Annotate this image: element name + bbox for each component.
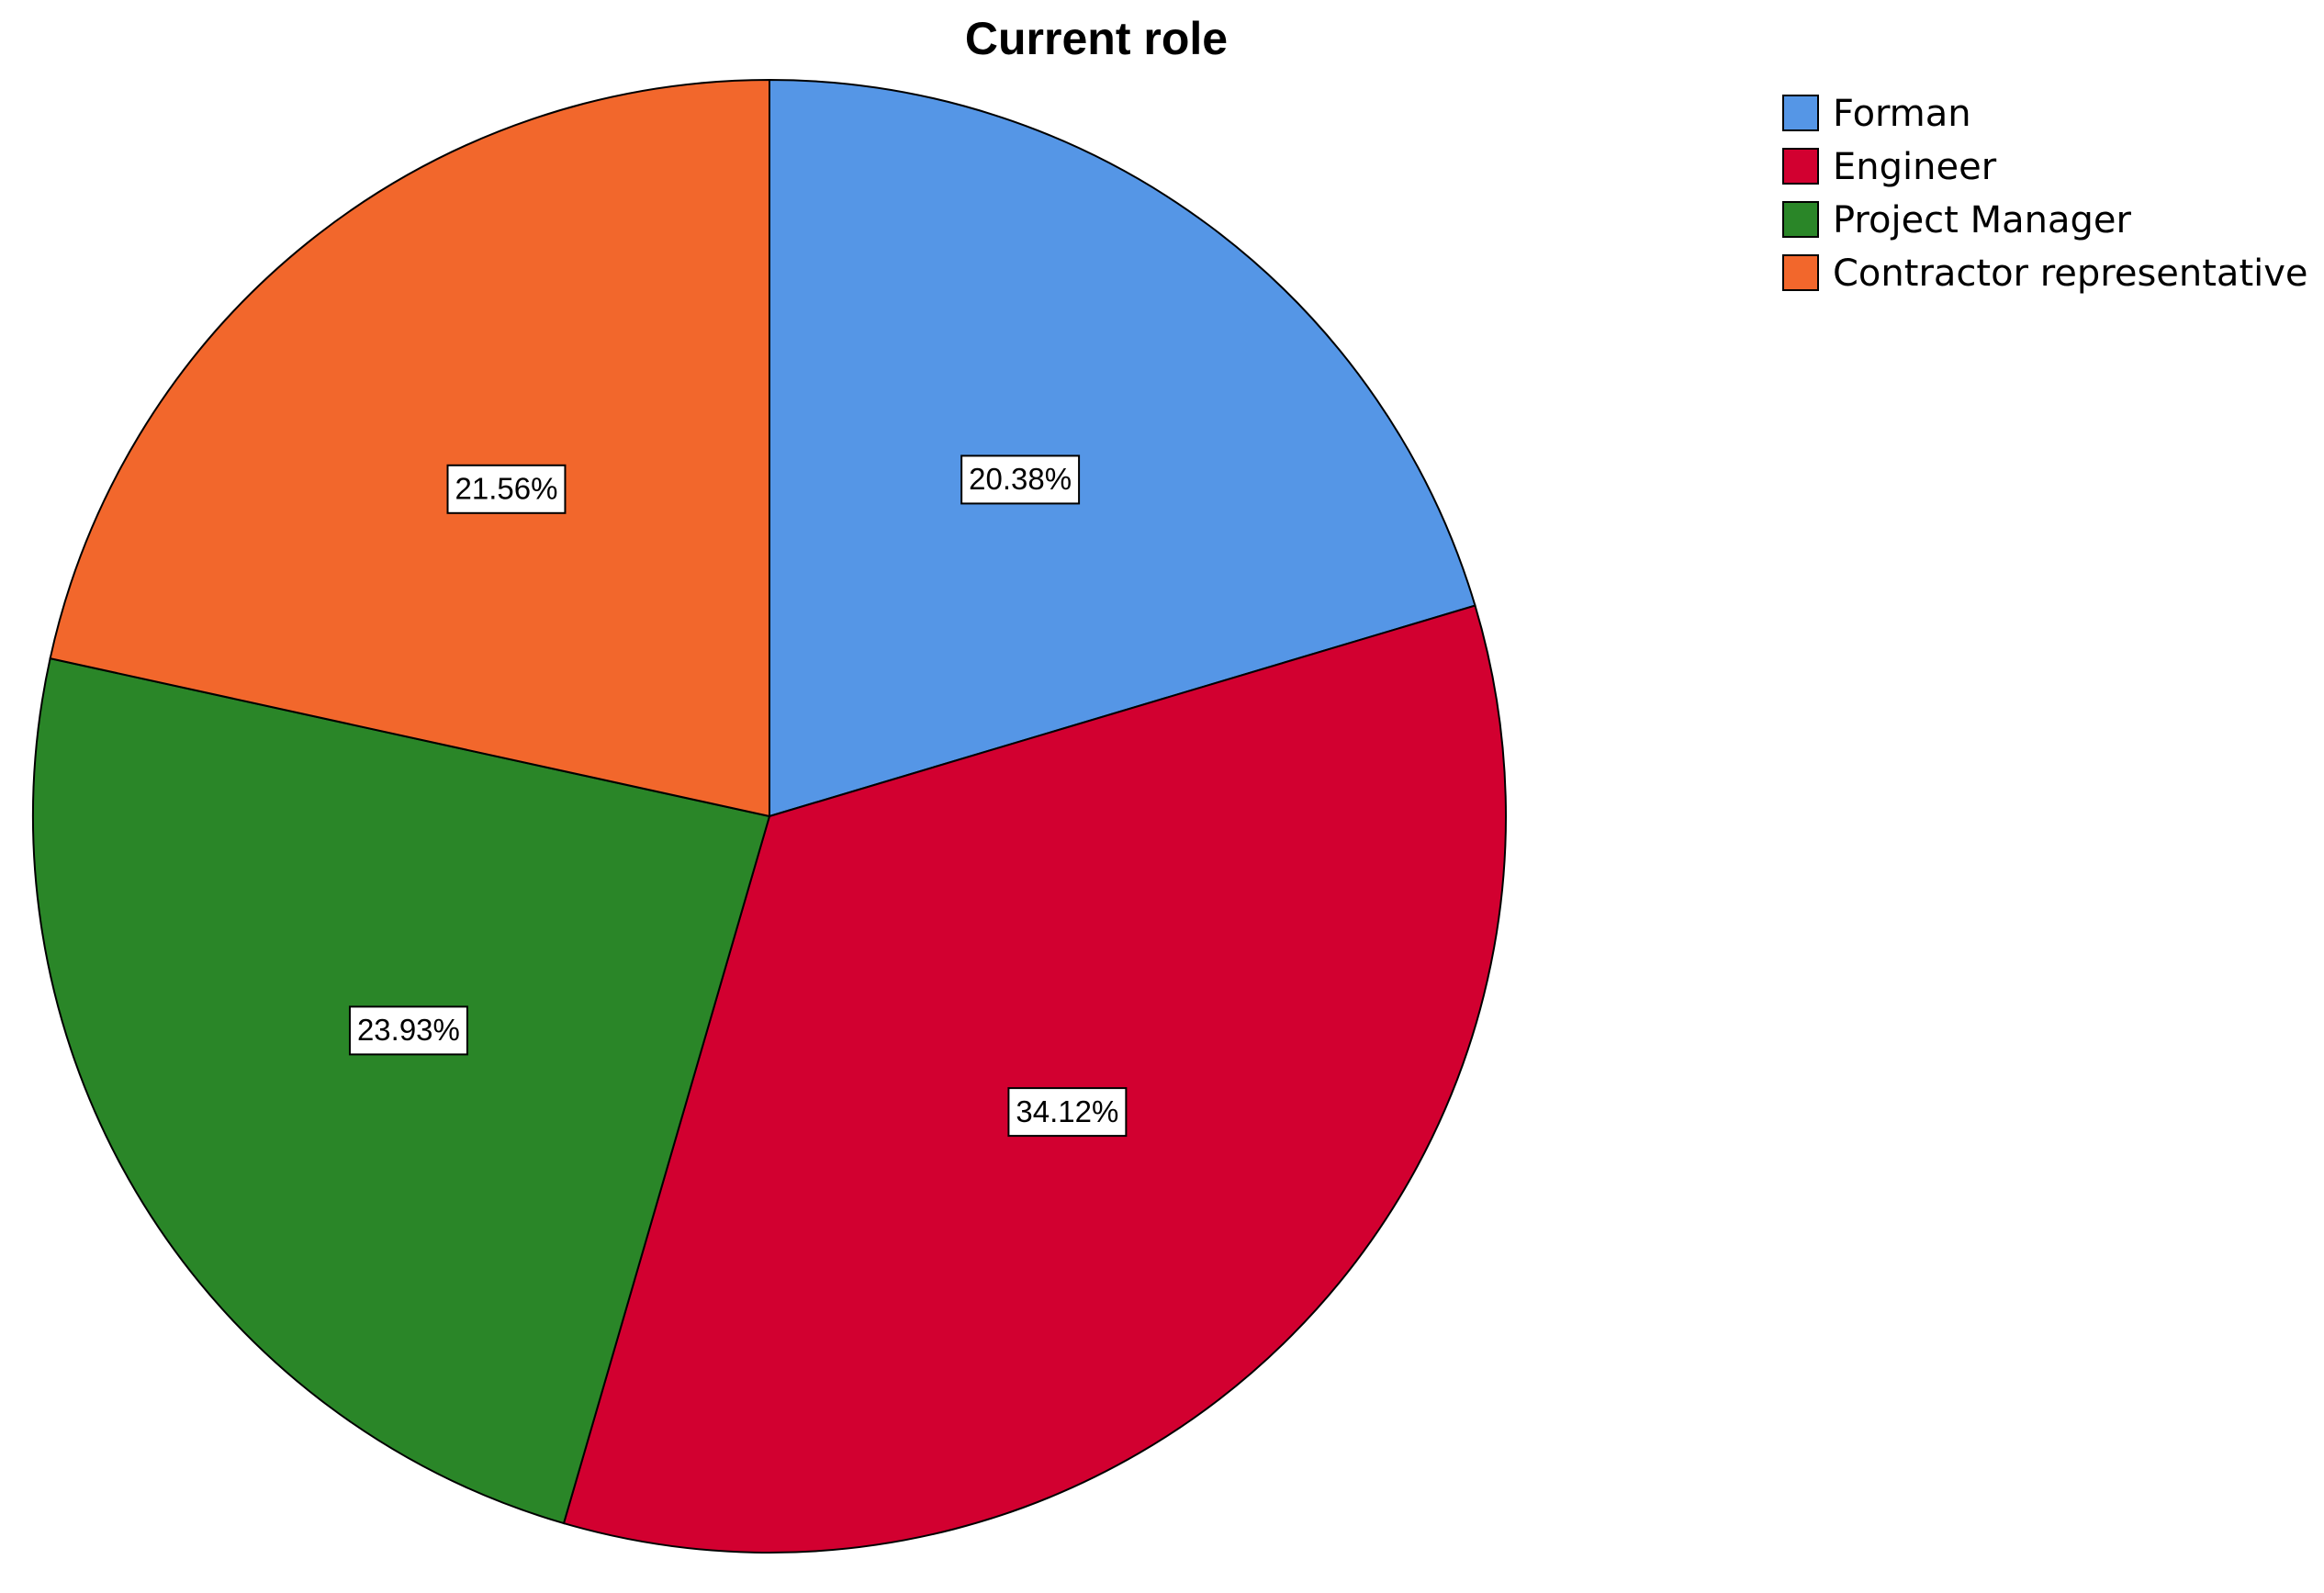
pie-slice bbox=[769, 78, 1476, 818]
legend-label: Engineer bbox=[1833, 146, 1997, 188]
value-label-box bbox=[960, 454, 1081, 505]
value-label: 20.38% bbox=[969, 462, 1072, 496]
legend-label: Forman bbox=[1833, 93, 1971, 135]
value-label-box bbox=[1007, 1087, 1128, 1138]
value-label-box bbox=[446, 464, 567, 514]
legend-swatch bbox=[1782, 201, 1819, 238]
value-label-box bbox=[348, 1005, 468, 1056]
pie-slice bbox=[32, 656, 771, 1525]
pie-slice bbox=[49, 78, 770, 818]
legend-label: Contractor representative bbox=[1833, 252, 2308, 295]
value-label: 21.56% bbox=[455, 472, 558, 506]
legend-swatch bbox=[1782, 148, 1819, 185]
legend-swatch bbox=[1782, 254, 1819, 291]
value-label: 23.93% bbox=[357, 1013, 460, 1047]
pie-slice bbox=[562, 604, 1507, 1554]
value-label: 34.12% bbox=[1016, 1094, 1118, 1128]
legend-label: Project Manager bbox=[1833, 199, 2131, 241]
chart-title: Current role bbox=[965, 13, 1228, 64]
legend-swatch bbox=[1782, 95, 1819, 131]
